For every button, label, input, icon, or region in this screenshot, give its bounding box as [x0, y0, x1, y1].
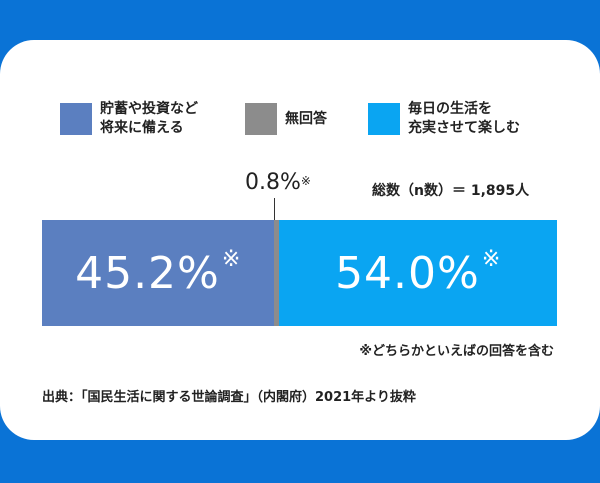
legend-label-noanswer: 無回答 — [285, 110, 327, 127]
legend: 貯蓄や投資など 将来に備える 無回答 毎日の生活を 充実させて楽しむ — [60, 95, 560, 143]
noanswer-value-mark: ※ — [300, 174, 311, 188]
legend-item-save: 貯蓄や投資など 将来に備える — [60, 95, 198, 143]
bar-label-save-mark: ※ — [221, 246, 242, 272]
legend-swatch-save — [60, 103, 92, 135]
legend-swatch-noanswer — [245, 103, 277, 135]
legend-item-noanswer: 無回答 — [245, 95, 327, 143]
bar-label-enjoy-text: 54.0% — [335, 247, 480, 299]
noanswer-value-label: 0.8%※ — [245, 170, 311, 196]
legend-item-enjoy: 毎日の生活を 充実させて楽しむ — [368, 95, 520, 143]
bar-label-enjoy-mark: ※ — [481, 246, 502, 272]
noanswer-pointer-line — [274, 198, 275, 226]
footnote: ※どちらかといえばの回答を含む — [359, 344, 554, 359]
bar-segment-save — [42, 220, 275, 326]
noanswer-value-text: 0.8% — [245, 170, 301, 195]
legend-swatch-enjoy — [368, 103, 400, 135]
stacked-bar: 45.2% ※ 54.0% ※ — [42, 220, 557, 326]
bar-label-save: 45.2% ※ — [42, 220, 274, 326]
sample-size-label: 総数（n数）＝ 1,895人 — [372, 183, 530, 199]
bar-label-enjoy: 54.0% ※ — [279, 220, 557, 326]
chart-card: 貯蓄や投資など 将来に備える 無回答 毎日の生活を 充実させて楽しむ 0.8%※… — [0, 40, 600, 440]
source-citation: 出典：「国民生活に関する世論調査」（内閣府）2021年より抜粋 — [42, 390, 416, 405]
bar-segment-enjoy — [279, 220, 557, 326]
bar-label-save-text: 45.2% — [75, 247, 220, 299]
legend-label-enjoy: 毎日の生活を 充実させて楽しむ — [408, 101, 520, 136]
legend-label-save: 貯蓄や投資など 将来に備える — [100, 101, 198, 136]
bar-segment-noanswer — [274, 220, 280, 326]
